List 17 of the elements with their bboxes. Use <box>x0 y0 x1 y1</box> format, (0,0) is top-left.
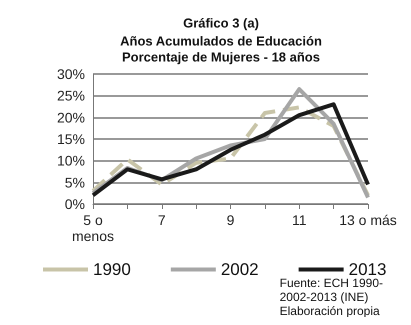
chart-title: Gráfico 3 (a) <box>183 16 259 30</box>
y-tick-label: 25% <box>56 88 85 104</box>
y-tick-label: 20% <box>56 109 85 126</box>
y-tick-label: 10% <box>56 152 85 169</box>
y-tick-label: 30% <box>56 66 85 82</box>
legend-label: 2013 <box>348 260 386 279</box>
x-tick-label: 9 <box>226 212 235 228</box>
x-tick-label: 7 <box>158 212 166 228</box>
chart-subtitle: Años Acumulados de Educación Porcentaje de Mujeres - 18 años <box>120 34 322 64</box>
y-tick-label: 15% <box>56 131 85 147</box>
x-tick-label: 5 o menos <box>72 212 114 244</box>
y-tick-label: 0% <box>64 196 85 212</box>
y-tick-label: 5% <box>64 174 85 190</box>
x-tick-label: 13 o más <box>339 212 397 228</box>
x-tick-label: 11 <box>292 212 307 228</box>
legend-label: 1990 <box>93 260 131 279</box>
legend-label: 2002 <box>220 260 259 279</box>
